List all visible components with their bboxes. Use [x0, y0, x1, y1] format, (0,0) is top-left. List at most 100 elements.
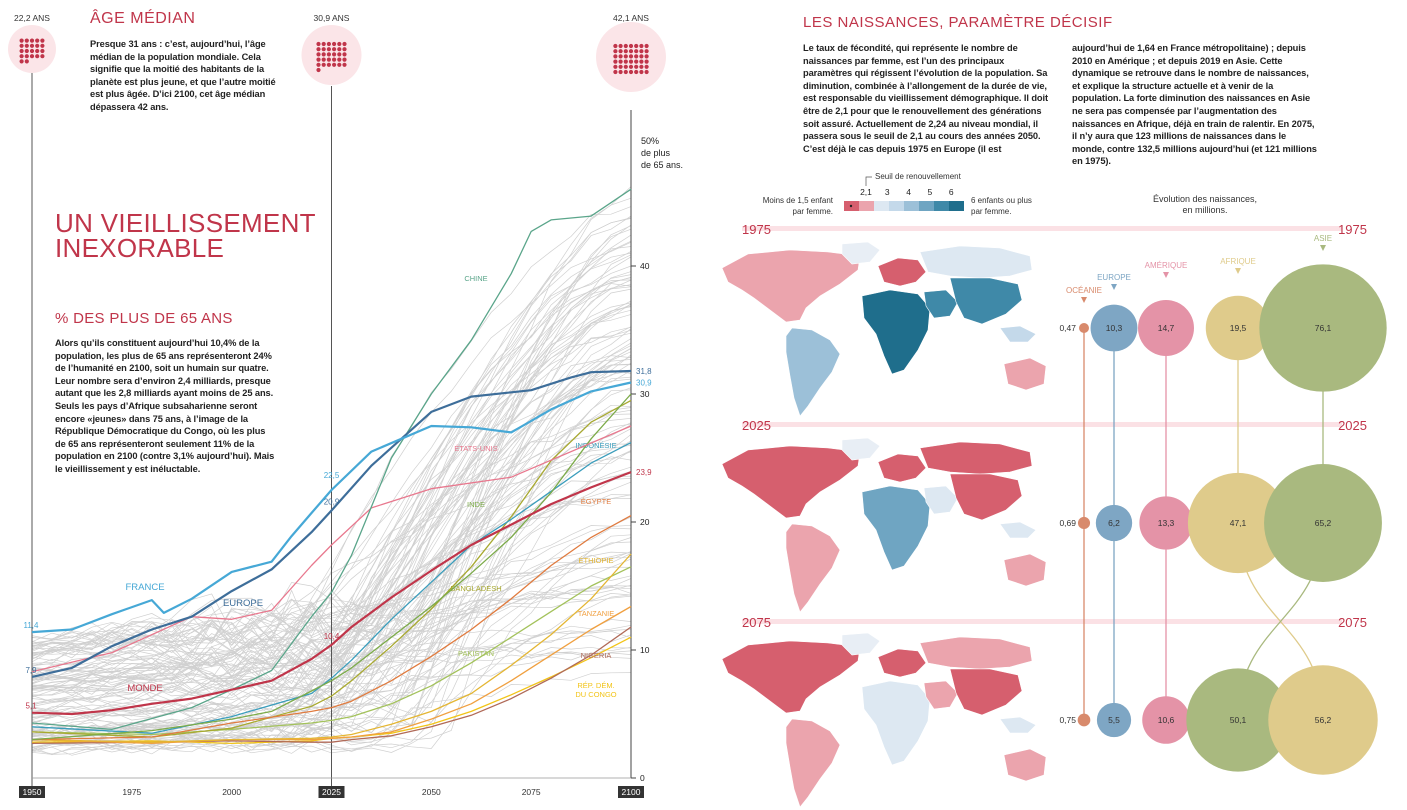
legend-tick: 2,1 — [860, 187, 872, 197]
region-header-arrow — [1235, 268, 1241, 274]
median-age-dot — [35, 54, 40, 59]
axis-note-line-2: de plus — [641, 148, 671, 158]
series-value-label: 30,9 — [636, 378, 652, 387]
region-header: AFRIQUE — [1220, 257, 1256, 266]
median-age-dot — [628, 54, 634, 59]
series-value-label: 5,1 — [25, 702, 37, 711]
series-label: ÉTATS-UNIS — [454, 444, 497, 453]
median-age-dot — [40, 43, 45, 48]
median-age-dot — [29, 48, 35, 54]
median-age-dot — [618, 64, 623, 69]
legend-tick: 3 — [885, 187, 890, 197]
median-age-dot — [337, 52, 342, 57]
median-age-dot — [623, 49, 628, 54]
series-label: FRANCE — [125, 582, 164, 593]
median-age-dot — [19, 38, 24, 43]
section-text: Alors qu’ils constituent aujourd’hui 10,… — [55, 338, 275, 474]
median-age-dot — [337, 47, 342, 52]
y-tick-label: 0 — [640, 773, 645, 783]
median-age-dot — [321, 41, 326, 47]
median-age-dot — [316, 52, 321, 57]
main-title-line-2: INEXORABLE — [55, 233, 225, 263]
median-age-text: Presque 31 ans : c’est, aujourd’hui, l’â… — [90, 39, 276, 112]
region-header: EUROPE — [1097, 273, 1131, 282]
highlighted-series: RÉP. DÉM.DU CONGO NIGERIA TANZANIE PAKISTAN… — [24, 188, 652, 745]
births-value: 10,6 — [1158, 715, 1175, 725]
median-age-dot — [19, 54, 24, 59]
births-text-col2: aujourd’hui de 1,64 en France métropolit… — [1072, 43, 1317, 167]
x-tick-label: 1975 — [122, 787, 141, 797]
median-age-markers: 22,2 ANS 30,9 ANS 42,1 ANS — [8, 13, 666, 92]
median-age-dot — [326, 57, 331, 62]
median-age-dot — [342, 52, 347, 57]
series-value-label: 10,4 — [324, 632, 340, 641]
map-north-america — [721, 445, 861, 519]
median-age-dot — [326, 52, 331, 57]
births-bubble — [1142, 696, 1190, 744]
median-age-dot — [40, 38, 45, 43]
median-age-dot — [40, 48, 45, 54]
births-value: 13,3 — [1158, 518, 1175, 528]
median-age-dot — [639, 43, 644, 49]
region-header: AMÉRIQUE — [1145, 261, 1188, 270]
year-band — [742, 226, 1342, 231]
year-label-left: 2075 — [742, 615, 771, 630]
year-label-right: 1975 — [1338, 222, 1367, 237]
map-australia — [1003, 357, 1047, 391]
median-age-dot — [623, 64, 628, 69]
births-bubble — [1078, 322, 1090, 334]
legend-low-label-2: par femme. — [793, 207, 833, 216]
births-bubble — [1139, 496, 1193, 550]
median-age-dot — [316, 67, 321, 73]
map-greenland — [841, 241, 881, 265]
legend-threshold-pointer — [865, 176, 872, 186]
series-line-rép. dém. — [31, 636, 632, 745]
series-label: ÉGYPTE — [581, 497, 611, 506]
median-age-dot — [639, 59, 644, 64]
legend-low-label: Moins de 1,5 enfant — [763, 196, 834, 205]
axis-note-line-1: 50% — [641, 136, 660, 146]
births-bubble — [1090, 304, 1138, 352]
median-age-dot — [19, 43, 24, 48]
median-age-dot — [613, 69, 618, 75]
map-asia — [949, 473, 1023, 521]
series-line-indonésie — [31, 442, 632, 734]
median-age-dot — [24, 38, 29, 43]
legend-swatch — [904, 201, 919, 211]
median-age-dot — [24, 54, 29, 59]
region-header-arrow — [1111, 284, 1117, 290]
median-age-dot — [618, 49, 623, 54]
series-line-éthiopie — [31, 553, 632, 743]
median-age-dot — [623, 59, 628, 64]
median-age-dot — [19, 48, 24, 54]
births-bubble — [1077, 516, 1091, 530]
series-line-europe — [31, 369, 632, 678]
map-europe — [877, 648, 927, 678]
series-label: CHINE — [464, 274, 487, 283]
median-age-dot — [639, 69, 644, 75]
median-age-halo — [301, 25, 362, 85]
map-north-america — [721, 640, 861, 714]
median-age-dot — [628, 69, 634, 75]
map-south-america — [785, 327, 841, 417]
median-age-dot — [326, 41, 331, 47]
x-tick-label: 1950 — [23, 787, 42, 797]
map-europe — [877, 257, 927, 287]
births-value: 56,2 — [1315, 715, 1332, 725]
region-header-arrow — [1320, 245, 1326, 251]
y-tick-label: 40 — [640, 261, 650, 271]
births-bubble — [1187, 472, 1289, 574]
births-value: 47,1 — [1230, 518, 1247, 528]
series-value-label: 22,5 — [324, 471, 340, 480]
legend-tick: 4 — [906, 187, 911, 197]
map-southeast-asia — [999, 325, 1037, 343]
births-value: 0,75 — [1059, 715, 1076, 725]
legend-swatch — [889, 201, 904, 211]
median-age-dot — [332, 62, 337, 67]
median-age-dot — [613, 54, 618, 59]
section-title: % DES PLUS DE 65 ANS — [55, 310, 233, 327]
median-age-dot — [337, 57, 342, 62]
median-age-dot — [618, 54, 623, 59]
median-age-dot — [628, 43, 634, 49]
median-age-dot — [342, 47, 347, 52]
